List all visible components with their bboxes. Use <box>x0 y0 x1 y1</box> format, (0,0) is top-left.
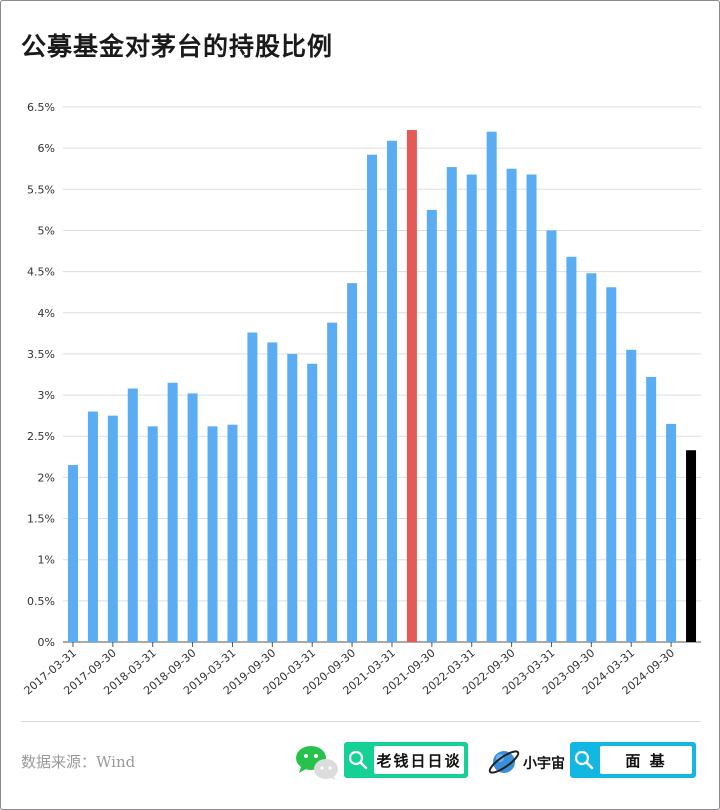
y-tick-label: 1% <box>38 554 55 567</box>
bar <box>386 140 397 642</box>
bar <box>67 465 78 642</box>
y-tick-label: 4.5% <box>27 266 55 279</box>
bar <box>227 424 238 642</box>
search-icon <box>344 742 372 778</box>
bar <box>526 174 537 642</box>
y-tick-label: 0.5% <box>27 595 55 608</box>
bar <box>686 450 697 642</box>
search-box-mianji[interactable]: 面 基 <box>570 742 696 778</box>
bar <box>267 342 278 642</box>
search-box-label: 老钱日日谈 <box>374 746 464 774</box>
y-tick-label: 2% <box>38 471 55 484</box>
y-tick-label: 5% <box>38 224 55 237</box>
bar <box>167 382 178 642</box>
y-tick-label: 0% <box>38 636 55 649</box>
bar <box>287 353 298 642</box>
bar <box>446 167 457 643</box>
y-tick-label: 3.5% <box>27 348 55 361</box>
bar <box>626 349 637 642</box>
bar <box>646 376 657 642</box>
wechat-icon[interactable] <box>295 743 339 781</box>
bar <box>546 230 557 642</box>
bar <box>426 209 437 642</box>
bar <box>466 174 477 642</box>
y-tick-label: 3% <box>38 389 55 402</box>
bar <box>147 426 158 642</box>
brand-label: 小宇宙 <box>523 756 565 772</box>
planet-icon <box>488 750 520 774</box>
y-tick-label: 4% <box>38 307 55 320</box>
chart-title: 公募基金对茅台的持股比例 <box>21 32 334 61</box>
bar <box>247 332 258 642</box>
bar <box>347 283 358 642</box>
bar <box>127 388 138 642</box>
bar <box>327 322 338 642</box>
y-tick-label: 5.5% <box>27 183 55 196</box>
bar <box>187 393 198 642</box>
bar <box>486 131 497 642</box>
search-box-label: 面 基 <box>600 746 692 774</box>
y-tick-label: 1.5% <box>27 513 55 526</box>
bar <box>87 411 98 642</box>
bar <box>666 423 677 642</box>
bar <box>506 168 517 642</box>
bar <box>586 273 597 642</box>
bar <box>207 426 218 642</box>
y-tick-label: 6% <box>38 142 55 155</box>
bar <box>307 363 318 642</box>
search-box-laoqian[interactable]: 老钱日日谈 <box>344 742 468 778</box>
y-tick-label: 2.5% <box>27 430 55 443</box>
y-tick-label: 6.5% <box>27 101 55 114</box>
search-icon <box>570 742 598 778</box>
bar <box>566 256 577 642</box>
bar <box>606 287 617 642</box>
bar <box>367 154 378 642</box>
bar <box>406 130 417 643</box>
bar-chart: 0% 0.5% 1% 1.5% 2% 2.5% 3% 3.5% 4% 4.5% 5% 5.5% 6% 6.… <box>22 101 701 697</box>
bar <box>107 415 118 642</box>
footer-divider <box>21 721 701 722</box>
source-note: 数据来源：Wind <box>21 753 136 771</box>
